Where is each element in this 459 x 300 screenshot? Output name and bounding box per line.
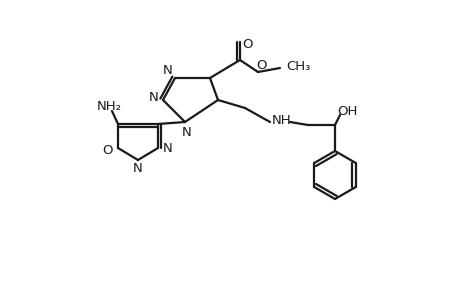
Text: NH₂: NH₂ <box>96 100 121 112</box>
Text: NH: NH <box>272 113 291 127</box>
Text: CH₃: CH₃ <box>285 59 309 73</box>
Text: N: N <box>133 161 143 175</box>
Text: N: N <box>163 142 173 154</box>
Text: O: O <box>256 58 267 71</box>
Text: OH: OH <box>336 104 356 118</box>
Text: O: O <box>102 143 113 157</box>
Text: O: O <box>242 38 253 50</box>
Text: N: N <box>163 64 173 76</box>
Text: N: N <box>182 125 191 139</box>
Text: N: N <box>149 91 158 103</box>
